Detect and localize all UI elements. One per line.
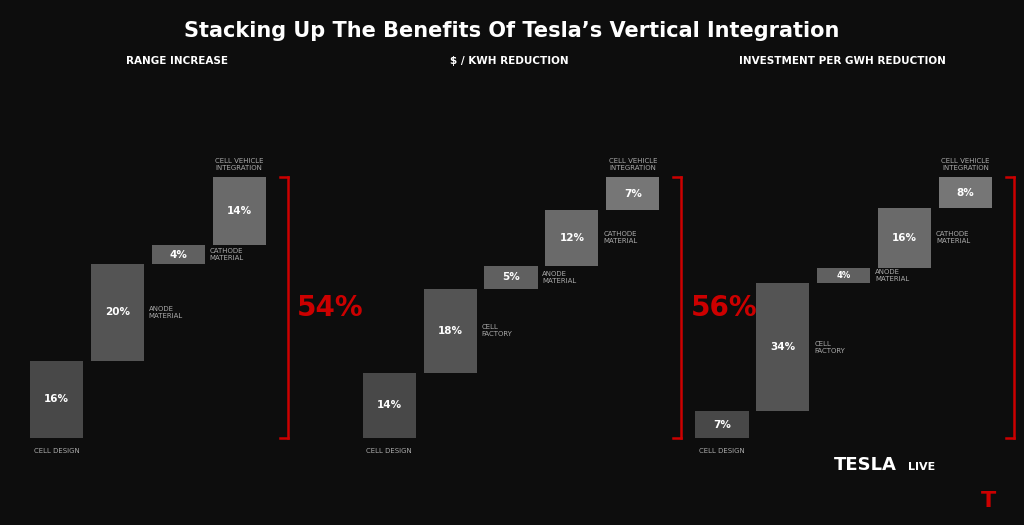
Text: 56%: 56%	[690, 293, 757, 322]
Text: RANGE INCREASE: RANGE INCREASE	[126, 56, 227, 66]
FancyBboxPatch shape	[546, 210, 598, 266]
FancyBboxPatch shape	[695, 412, 749, 438]
Text: CATHODE
MATERIAL: CATHODE MATERIAL	[603, 232, 637, 245]
Text: CELL VEHICLE
INTEGRATION: CELL VEHICLE INTEGRATION	[608, 158, 657, 171]
Text: CATHODE
MATERIAL: CATHODE MATERIAL	[210, 248, 244, 261]
Text: 16%: 16%	[44, 394, 69, 404]
Text: T: T	[981, 491, 995, 511]
FancyBboxPatch shape	[424, 289, 476, 373]
FancyBboxPatch shape	[30, 361, 83, 438]
Text: 18%: 18%	[437, 326, 463, 336]
Text: CELL DESIGN: CELL DESIGN	[699, 448, 744, 454]
Text: CELL VEHICLE
INTEGRATION: CELL VEHICLE INTEGRATION	[941, 158, 990, 171]
Text: CELL DESIGN: CELL DESIGN	[367, 448, 412, 454]
Text: TESLA: TESLA	[834, 456, 897, 474]
Text: 20%: 20%	[104, 308, 130, 318]
Text: CATHODE
MATERIAL: CATHODE MATERIAL	[936, 232, 970, 244]
Text: 5%: 5%	[502, 272, 520, 282]
Text: INVESTMENT PER GWH REDUCTION: INVESTMENT PER GWH REDUCTION	[738, 56, 946, 66]
Text: 4%: 4%	[169, 249, 187, 259]
Text: 16%: 16%	[892, 233, 918, 243]
Text: 34%: 34%	[770, 342, 796, 352]
FancyBboxPatch shape	[606, 177, 659, 210]
Text: CELL DESIGN: CELL DESIGN	[34, 448, 79, 454]
Text: ANODE
MATERIAL: ANODE MATERIAL	[543, 271, 577, 284]
FancyBboxPatch shape	[91, 264, 143, 361]
Text: LIVE: LIVE	[908, 461, 936, 472]
Text: $ / KWH REDUCTION: $ / KWH REDUCTION	[451, 56, 568, 66]
Text: CELL VEHICLE
INTEGRATION: CELL VEHICLE INTEGRATION	[215, 158, 263, 171]
FancyBboxPatch shape	[362, 373, 416, 438]
Text: 7%: 7%	[713, 419, 731, 429]
Text: ANODE
MATERIAL: ANODE MATERIAL	[876, 269, 909, 282]
Text: 7%: 7%	[624, 188, 642, 199]
FancyBboxPatch shape	[213, 177, 265, 245]
Text: 14%: 14%	[226, 206, 252, 216]
Text: CELL
FACTORY: CELL FACTORY	[814, 341, 845, 354]
Text: 12%: 12%	[559, 233, 585, 243]
Text: 8%: 8%	[956, 187, 975, 197]
Text: CELL
FACTORY: CELL FACTORY	[481, 324, 512, 338]
FancyBboxPatch shape	[939, 177, 992, 208]
FancyBboxPatch shape	[152, 245, 205, 264]
Text: 4%: 4%	[837, 271, 851, 280]
Text: Stacking Up The Benefits Of Tesla’s Vertical Integration: Stacking Up The Benefits Of Tesla’s Vert…	[184, 21, 840, 41]
FancyBboxPatch shape	[757, 283, 809, 412]
Text: 54%: 54%	[297, 293, 364, 322]
Text: ANODE
MATERIAL: ANODE MATERIAL	[148, 306, 182, 319]
FancyBboxPatch shape	[879, 208, 931, 268]
FancyBboxPatch shape	[484, 266, 538, 289]
Text: 14%: 14%	[377, 400, 401, 411]
FancyBboxPatch shape	[817, 268, 870, 283]
